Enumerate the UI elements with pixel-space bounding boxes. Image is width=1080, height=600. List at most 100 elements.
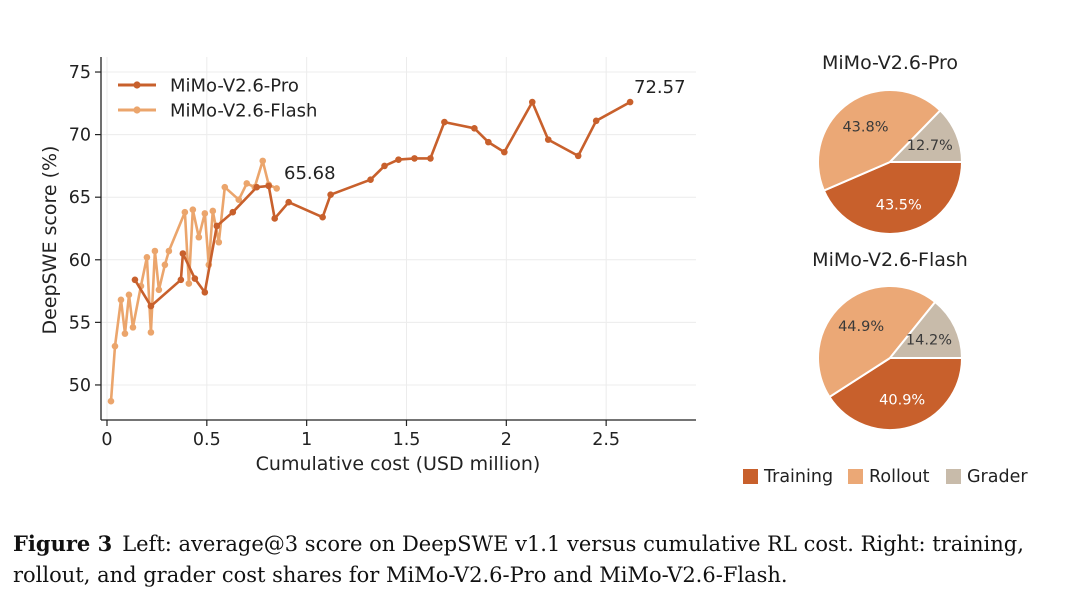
pie-flash-slices: 40.9% 44.9% 14.2% <box>817 285 964 431</box>
flash-point <box>111 342 119 350</box>
pro-point <box>485 138 492 146</box>
flash-point <box>155 286 163 294</box>
legend-flash-label: MiMo-V2.6-Flash <box>170 101 317 122</box>
flash-point <box>107 397 115 405</box>
flash-point <box>121 330 129 337</box>
pie-slice-rollout <box>817 88 942 192</box>
pro-point <box>201 289 209 296</box>
y-tick-label: 70 <box>69 126 91 146</box>
pro-line <box>133 100 631 308</box>
flash-point <box>143 253 151 261</box>
flash-point <box>235 196 243 203</box>
flash-point <box>209 207 217 215</box>
flash-point <box>117 296 125 304</box>
pro-point <box>501 148 508 156</box>
pie-pro-title: MiMo-V2.6-Pro <box>822 52 958 74</box>
y-tick-label: 55 <box>69 313 91 333</box>
pro-point <box>395 156 402 163</box>
pro-point <box>271 215 279 222</box>
axes <box>100 57 696 421</box>
pie-value-label-training: 40.9% <box>879 392 925 408</box>
pro-point <box>381 162 388 170</box>
x-tick-label: 1 <box>301 430 312 450</box>
pro-point <box>528 98 536 106</box>
pro-point <box>285 198 292 206</box>
x-axis-label: Cumulative cost (USD million) <box>256 453 541 475</box>
flash-point <box>201 210 209 217</box>
pro-point <box>427 155 434 162</box>
pro-point <box>253 183 261 191</box>
pro-point <box>229 208 237 216</box>
grid <box>101 57 696 420</box>
y-ticks: 50 55 60 65 70 75 <box>69 63 101 396</box>
x-tick-label: 2.5 <box>592 430 620 450</box>
legend-rollout-label: Rollout <box>869 467 930 487</box>
figure-3: 0 0.5 1 1.5 2 2.5 50 55 60 65 70 75 Cumulative cos… <box>39 52 1028 487</box>
pie-slice-grader <box>887 109 964 163</box>
pie-chart-pro: MiMo-V2.6-Pro 43.5% 43.8% 12.7% <box>817 52 964 235</box>
flash-point <box>243 180 251 187</box>
pro-point <box>265 182 273 190</box>
line-legend: MiMo-V2.6-Pro MiMo-V2.6-Flash <box>118 76 317 122</box>
pro-point <box>327 191 334 198</box>
flash-point <box>215 238 223 246</box>
pie-chart-flash: MiMo-V2.6-Flash 40.9% 44.9% 14.2% <box>812 249 968 431</box>
series-flash <box>107 157 281 405</box>
pro-point <box>471 125 478 132</box>
caption-text: Left: average@3 score on DeepSWE v1.1 ve… <box>13 532 1024 587</box>
legend-grader-label: Grader <box>967 467 1028 487</box>
pro-point <box>411 155 418 162</box>
pro-point <box>367 176 374 183</box>
legend-pro-label: MiMo-V2.6-Pro <box>170 76 299 97</box>
legend-flash-marker <box>133 106 141 114</box>
flash-point <box>125 291 133 299</box>
pro-point <box>179 250 187 257</box>
flash-point <box>147 329 155 336</box>
pie-legend: Training Rollout Grader <box>743 467 1028 487</box>
pie-value-label-rollout: 44.9% <box>838 319 884 335</box>
flash-point <box>195 233 203 241</box>
x-ticks: 0 0.5 1 1.5 2 2.5 <box>101 420 620 450</box>
y-axis-label: DeepSWE score (%) <box>39 146 61 335</box>
figure-caption: Figure 3 Left: average@3 score on DeepSWE… <box>13 528 1068 591</box>
pie-slice-grader <box>887 300 964 359</box>
flash-point <box>189 206 197 214</box>
pro-point <box>147 302 155 310</box>
flash-line <box>109 159 278 402</box>
flash-point <box>151 247 159 255</box>
line-chart: 0 0.5 1 1.5 2 2.5 50 55 60 65 70 75 Cumulative cos… <box>39 57 696 475</box>
x-tick-label: 1.5 <box>393 430 421 450</box>
caption-lead: Figure 3 <box>13 531 113 556</box>
pro-point <box>213 222 221 230</box>
pro-point <box>177 276 185 284</box>
pro-final-annotation: 72.57 <box>634 77 686 98</box>
pro-point <box>626 98 634 106</box>
pro-point <box>319 213 326 221</box>
pro-point <box>131 276 139 284</box>
legend-training-swatch <box>743 469 758 484</box>
flash-final-annotation: 65.68 <box>284 163 336 184</box>
pie-value-label-rollout: 43.8% <box>842 119 888 135</box>
flash-point <box>221 183 229 191</box>
x-tick-label: 0 <box>101 430 112 450</box>
flash-point <box>181 208 189 216</box>
pie-slice-rollout <box>817 285 937 399</box>
flash-point <box>129 324 137 331</box>
x-tick-label: 2 <box>501 430 512 450</box>
pie-slice-training <box>822 161 964 235</box>
y-tick-label: 50 <box>69 376 91 396</box>
pro-point <box>592 117 600 125</box>
flash-point <box>259 157 267 165</box>
legend-training-label: Training <box>763 467 833 487</box>
legend-rollout-swatch <box>848 469 863 484</box>
flash-point <box>161 261 169 269</box>
flash-point <box>273 185 281 192</box>
y-tick-label: 65 <box>69 188 91 208</box>
pie-value-label-training: 43.5% <box>876 197 922 213</box>
pro-point <box>191 275 199 282</box>
pie-value-label-grader: 14.2% <box>906 332 952 348</box>
y-tick-label: 60 <box>69 251 91 271</box>
pie-flash-title: MiMo-V2.6-Flash <box>812 249 968 271</box>
series-pro <box>131 98 634 310</box>
legend-pro-marker <box>133 81 141 89</box>
